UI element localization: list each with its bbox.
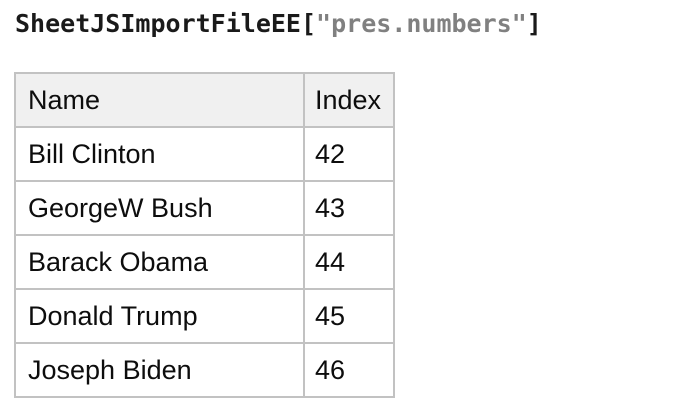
title-bracket-open: [ (300, 9, 317, 38)
table-row: GeorgeW Bush 43 (14, 180, 396, 236)
table-header-row: Name Index (14, 72, 396, 128)
presidents-table: Name Index Bill Clinton 42 GeorgeW Bush … (14, 72, 396, 398)
cell-index: 44 (302, 234, 396, 290)
cell-name: Joseph Biden (14, 342, 305, 398)
cell-name: Barack Obama (14, 234, 305, 290)
cell-index: 46 (302, 342, 396, 398)
table-row: Barack Obama 44 (14, 234, 396, 290)
cell-name: GeorgeW Bush (14, 180, 305, 236)
table-row: Donald Trump 45 (14, 288, 396, 344)
cell-name: Bill Clinton (14, 126, 305, 182)
title-bracket-close: ] (526, 9, 542, 38)
cell-index: 43 (302, 180, 396, 236)
column-header-index: Index (302, 72, 396, 128)
cell-index: 42 (302, 126, 396, 182)
cell-name: Donald Trump (14, 288, 305, 344)
page-title: SheetJSImportFileEE["pres.numbers"] (15, 7, 542, 41)
title-string-literal: "pres.numbers" (316, 9, 527, 38)
column-header-name: Name (14, 72, 305, 128)
table-row: Bill Clinton 42 (14, 126, 396, 182)
title-prefix: SheetJSImportFileEE (15, 9, 301, 38)
cell-index: 45 (302, 288, 396, 344)
table-row: Joseph Biden 46 (14, 342, 396, 398)
